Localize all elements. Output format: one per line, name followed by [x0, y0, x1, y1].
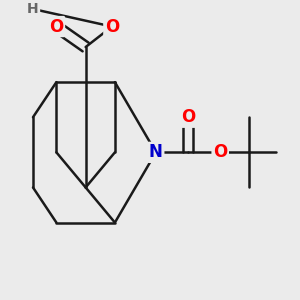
Text: O: O: [105, 18, 119, 36]
Text: O: O: [213, 143, 227, 161]
Text: O: O: [49, 18, 64, 36]
Text: O: O: [181, 108, 195, 126]
Text: N: N: [149, 143, 163, 161]
Text: H: H: [27, 2, 39, 16]
